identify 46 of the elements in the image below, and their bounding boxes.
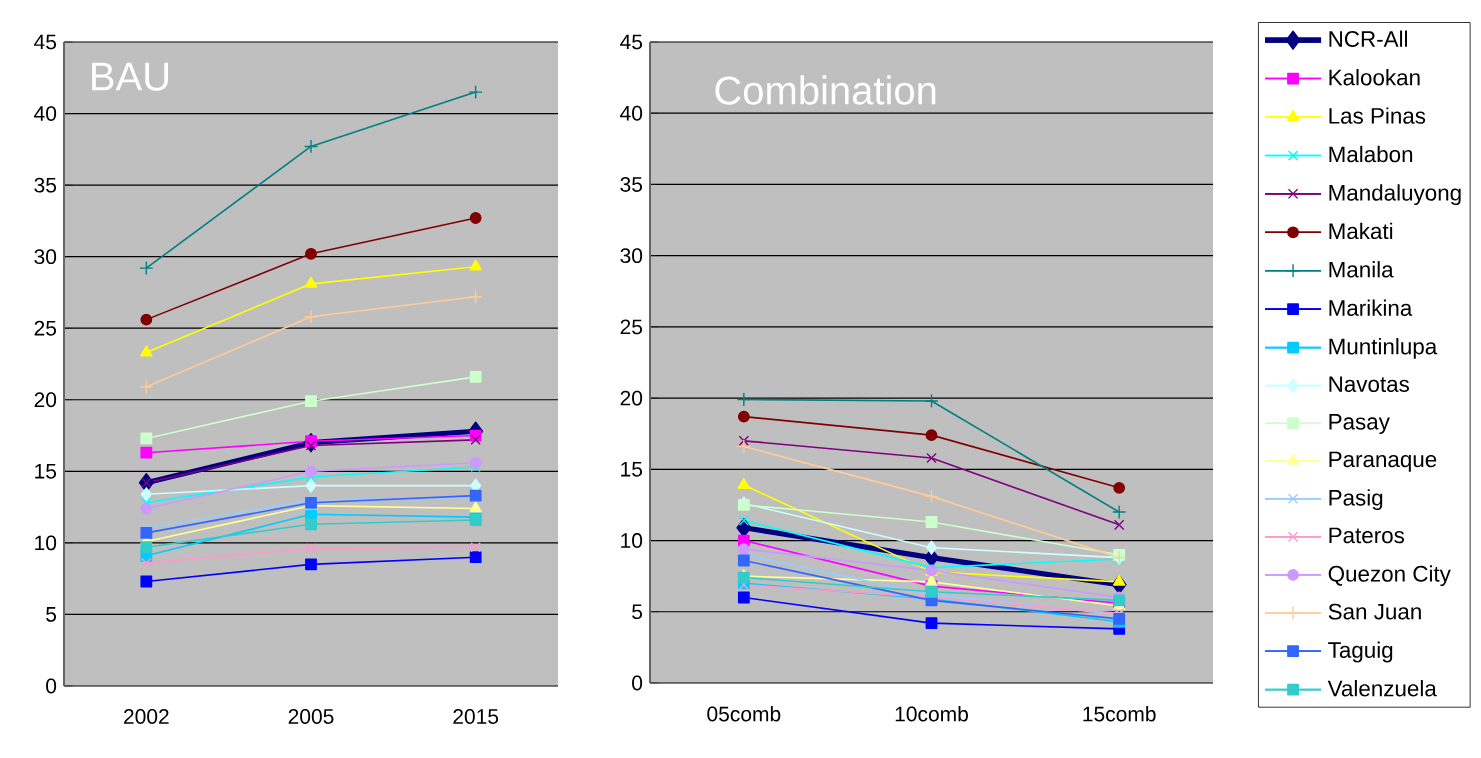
y-tick-label: 5: [632, 604, 643, 620]
y-tick-label: 35: [34, 177, 57, 193]
legend-label: Pasay: [1329, 414, 1390, 435]
y-tick-label: 45: [620, 34, 643, 50]
chart-title: BAU: [92, 62, 168, 91]
y-tick-label: 25: [34, 320, 57, 336]
y-tick-label: 10: [35, 535, 57, 551]
legend-label: Muntinlupa: [1329, 337, 1438, 359]
legend-label: Quezon City: [1328, 565, 1451, 587]
y-tick-label: 20: [620, 390, 643, 406]
y-tick-label: 45: [34, 34, 57, 50]
y-tick-label: 0: [632, 675, 643, 691]
legend-label: Las Pinas: [1329, 107, 1426, 124]
x-tick-label: 10comb: [895, 706, 968, 722]
y-tick-label: 30: [34, 249, 57, 265]
legend-label: Marikina: [1329, 299, 1413, 316]
y-tick-label: 35: [620, 177, 643, 192]
y-tick-label: 25: [620, 319, 643, 335]
text: Combination: [715, 75, 936, 105]
y-tick-label: 30: [620, 248, 643, 264]
legend-label: Mandaluyong: [1329, 184, 1461, 206]
legend-label: Navotas: [1329, 376, 1409, 393]
legend-label: Pasig: [1329, 489, 1383, 511]
legend-label: Paranaque: [1329, 451, 1437, 472]
y-tick-label: 10: [621, 533, 643, 548]
y-tick-label: 15: [621, 462, 643, 477]
legend-label: Manila: [1329, 261, 1394, 278]
x-tick-label: 05comb: [707, 706, 781, 722]
y-tick-label: 15: [35, 464, 57, 479]
legend-label: Valenzuela: [1327, 679, 1437, 697]
legend-label: Taguig: [1328, 641, 1393, 663]
x-tick-label: 15comb: [1083, 706, 1156, 722]
y-tick-label: 20: [34, 392, 57, 408]
y-tick-label: 5: [46, 607, 57, 622]
legend-label: Makati: [1329, 222, 1393, 240]
y-tick-label: 0: [46, 678, 57, 694]
x-tick-label: 2005: [288, 709, 334, 724]
legend-label: Pateros: [1329, 527, 1405, 544]
x-tick-label: 2002: [124, 709, 169, 724]
legend-label: Kalookan: [1329, 68, 1420, 86]
y-tick-label: 40: [620, 105, 643, 121]
legend-label: Malabon: [1329, 145, 1413, 163]
legend-label: NCR-All: [1329, 30, 1408, 47]
y-tick-label: 40: [34, 106, 57, 121]
legend-label: San Juan: [1328, 603, 1421, 620]
x-tick-label: 2015: [453, 709, 499, 724]
